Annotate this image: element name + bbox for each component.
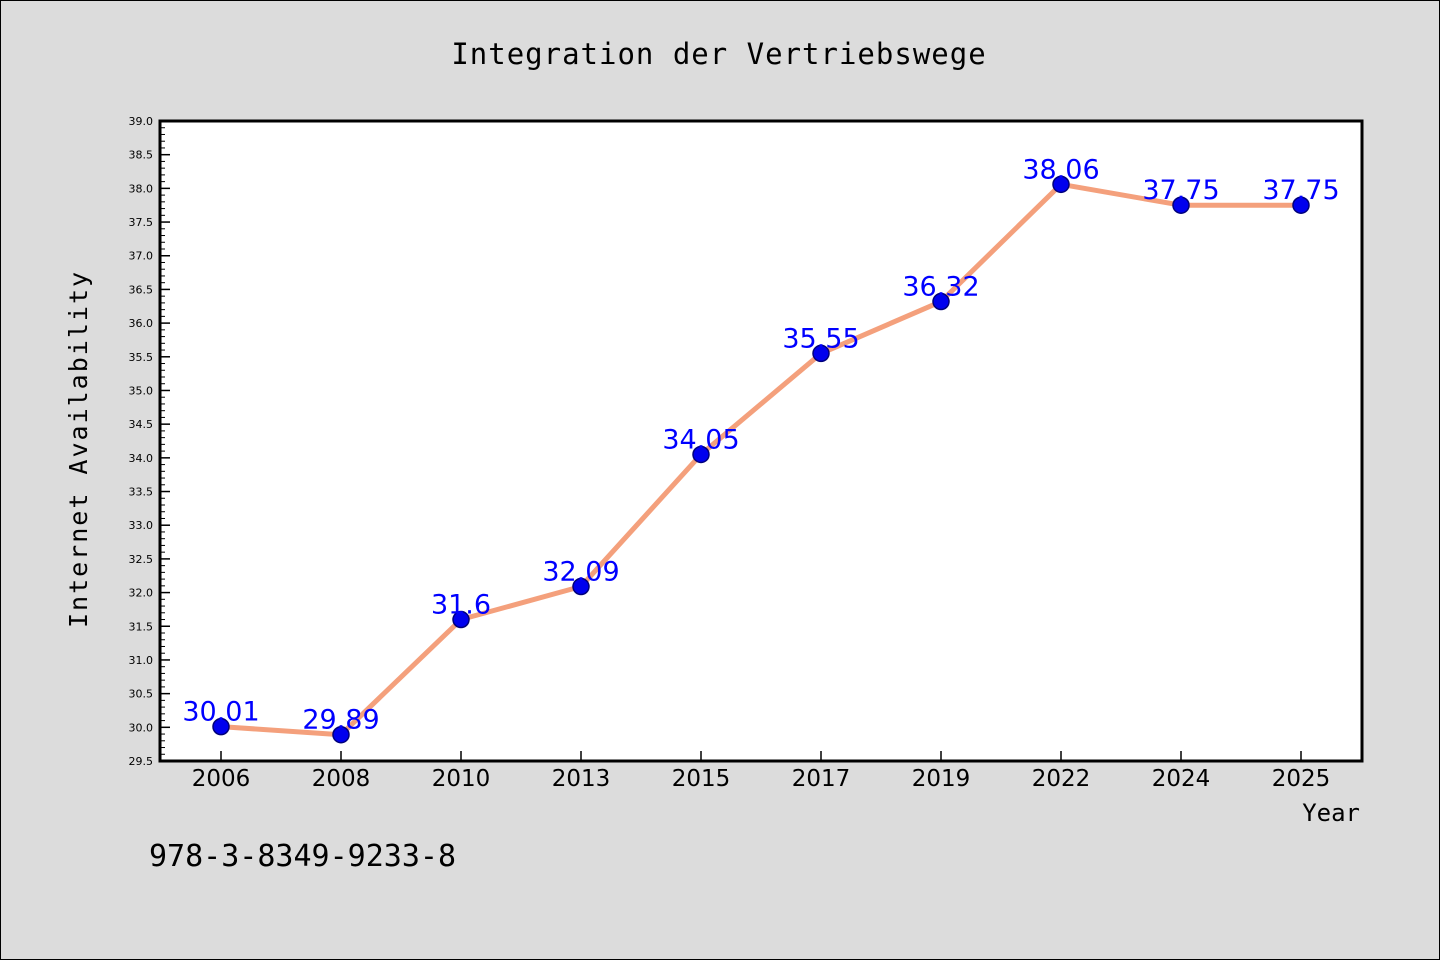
y-tick-label: 29.5: [129, 755, 154, 768]
data-point: [1052, 175, 1070, 194]
data-point: [212, 717, 230, 736]
data-label: 38.06: [1022, 154, 1099, 185]
x-tick-label: 2015: [672, 766, 731, 792]
x-tick-label: 2017: [792, 766, 851, 792]
y-axis-label: Internet Availability: [64, 270, 93, 628]
data-point: [1292, 196, 1310, 214]
y-tick-label: 31.0: [129, 654, 154, 667]
y-tick-label: 36.0: [129, 317, 154, 330]
x-tick-label: 2006: [192, 766, 251, 792]
x-tick-label: 2024: [1152, 766, 1211, 792]
chart-title: Integration der Vertriebswege: [451, 37, 986, 71]
x-tick-label: 2013: [552, 766, 611, 792]
data-point: [812, 344, 830, 363]
data-point: [692, 445, 710, 464]
y-tick-label: 30.0: [129, 721, 154, 734]
data-label: 31.6: [431, 590, 491, 621]
y-tick-label: 37.5: [129, 216, 154, 229]
y-tick-label: 34.0: [129, 452, 154, 465]
plot-area: [160, 121, 1362, 761]
y-tick-label: 32.0: [129, 587, 154, 600]
y-tick-label: 36.5: [129, 283, 154, 296]
data-point: [572, 577, 590, 596]
isbn-annotation: 978-3-8349-9233-8: [149, 839, 456, 874]
data-point: [932, 292, 950, 311]
series-markers: [212, 175, 1310, 744]
data-label: 37.75: [1262, 175, 1339, 206]
y-tick-label: 35.0: [129, 384, 154, 397]
x-tick-label: 2019: [912, 766, 971, 792]
data-label: 29.89: [302, 705, 379, 736]
data-label: 34.05: [662, 424, 739, 455]
y-axis-ticks: 29.5 30.0 30.5 31.0 31.5 32.0 32.5 33.0 33.5 34.0…: [129, 115, 170, 768]
y-tick-label: 35.5: [129, 351, 154, 364]
data-point: [452, 610, 470, 629]
data-label: 36.32: [902, 272, 979, 303]
x-tick-label: 2008: [312, 766, 371, 792]
x-tick-label: 2022: [1032, 766, 1091, 792]
y-tick-label: 33.0: [129, 519, 154, 532]
x-axis-ticks: 2006 2008 2010 2013 2015 2017 2019 2022 2024 2025: [192, 751, 1331, 792]
y-tick-label: 38.5: [129, 149, 154, 162]
data-point: [332, 725, 350, 744]
y-tick-label: 32.5: [129, 553, 154, 566]
data-label: 35.55: [782, 323, 859, 354]
series-line: [218, 181, 1304, 738]
y-tick-label: 31.5: [129, 620, 154, 633]
y-tick-label: 37.0: [129, 250, 154, 263]
data-label: 30.01: [182, 697, 259, 728]
y-tick-label: 38.0: [129, 182, 154, 195]
x-tick-label: 2010: [432, 766, 491, 792]
data-point: [1172, 196, 1190, 214]
x-axis-label: Year: [1302, 799, 1360, 827]
y-tick-label: 33.5: [129, 486, 154, 499]
y-tick-label: 39.0: [129, 115, 154, 128]
data-label: 37.75: [1142, 175, 1219, 206]
y-tick-label: 30.5: [129, 688, 154, 701]
data-label: 32.09: [542, 557, 619, 588]
data-labels: 30.01 29.89 31.6 32.09 34.05 35.55 36.32 38.06 3…: [182, 154, 1339, 735]
x-tick-label: 2025: [1272, 766, 1331, 792]
plot-frame: [158, 119, 1364, 763]
y-tick-label: 34.5: [129, 418, 154, 431]
